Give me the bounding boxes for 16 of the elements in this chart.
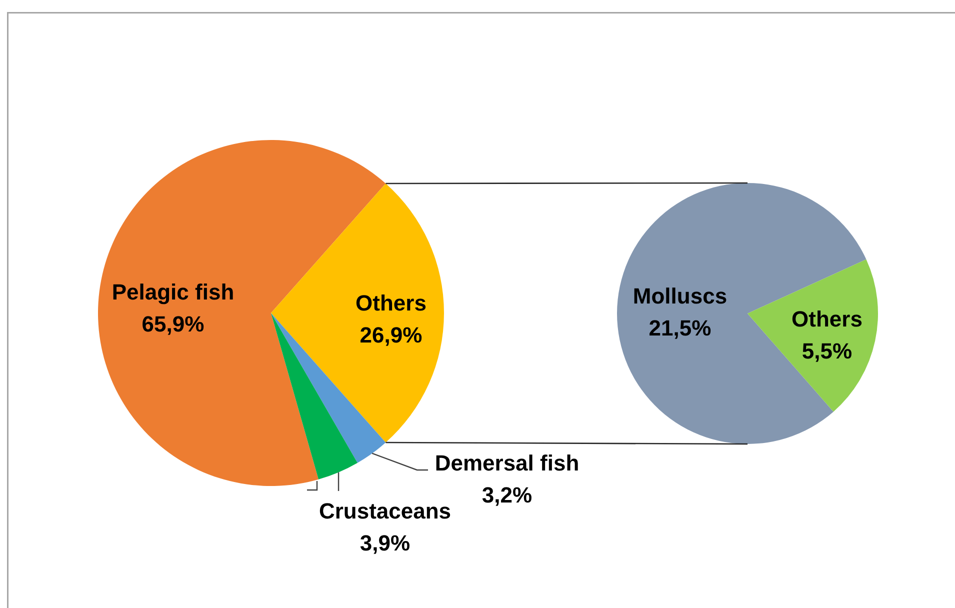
slice-label: Pelagic fish [112, 280, 234, 305]
data-label: 21,5% [648, 316, 712, 341]
data-label: 26,9% [360, 322, 422, 348]
slice-label: Crustaceans [318, 498, 452, 524]
slice-label: Demersal fish [434, 450, 580, 476]
slice-label: Others [792, 306, 862, 332]
slice-label: Others [356, 290, 426, 316]
data-label: 3,9% [360, 530, 410, 556]
pie-slice [271, 313, 358, 480]
pie-slice [748, 259, 878, 412]
data-label: 65,9% [142, 312, 204, 337]
data-label: 5,5% [802, 338, 852, 364]
pie-slice [271, 183, 444, 443]
slice-label: Molluscs [632, 284, 728, 309]
pie-slice [617, 183, 866, 444]
data-label: 3,2% [482, 482, 532, 508]
